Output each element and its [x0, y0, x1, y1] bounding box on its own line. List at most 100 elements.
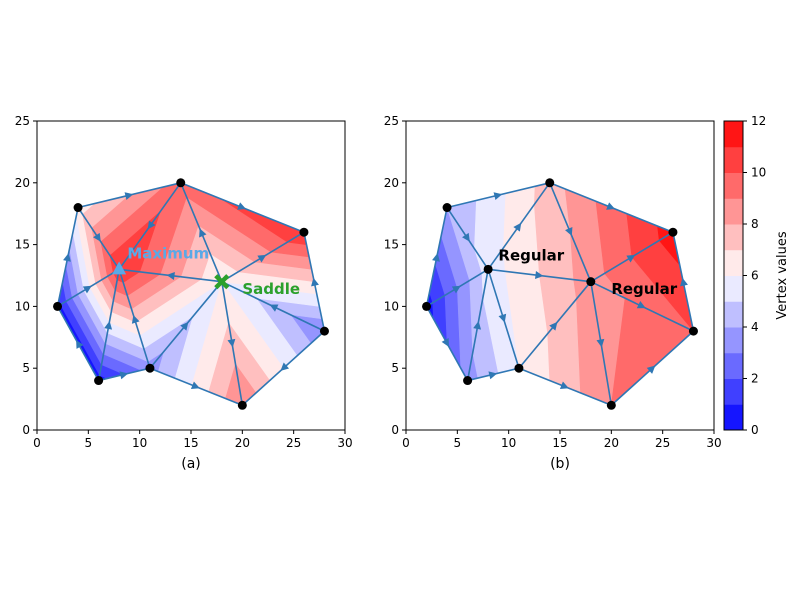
colorbar-tick-label: 2: [751, 372, 759, 386]
colorbar-tick-label: 8: [751, 217, 759, 231]
vertex-point: [545, 178, 555, 188]
panel-a: 0 5 10 15 20 25 30 0 5 10 15 20 25 (a) Maximum Saddle: [15, 114, 353, 472]
edge-arrow: [636, 301, 646, 309]
edge-arrow: [565, 227, 573, 236]
x-tick-label: 10: [132, 436, 147, 450]
vertex-point: [319, 326, 329, 336]
edge-arrow: [119, 371, 129, 380]
colorbar-level: [724, 352, 743, 379]
y-tick-label: 5: [391, 361, 399, 375]
edge-arrow: [626, 254, 636, 263]
edge-arrow: [237, 202, 247, 210]
colorbar-label: Vertex values: [775, 231, 790, 319]
mesh-vertices: [422, 178, 698, 410]
y-tick-label: 0: [22, 423, 30, 437]
edge-arrow: [166, 272, 175, 280]
colorbar-level: [724, 198, 743, 225]
edge-arrow: [190, 381, 200, 389]
edge-arrow: [104, 321, 113, 330]
x-tick-label: 15: [552, 436, 567, 450]
edge-arrow: [462, 232, 470, 242]
x-tick-label: 20: [235, 436, 250, 450]
vertex-point: [688, 326, 698, 336]
edge-arrow: [93, 232, 101, 242]
edge-arrow: [549, 321, 558, 331]
edge-arrow: [147, 220, 156, 230]
edge-arrow: [76, 339, 84, 349]
colorbar-level: [724, 224, 743, 251]
edge-arrow: [311, 277, 319, 287]
mesh-vertices: [53, 178, 329, 410]
contour-fill: [57, 182, 326, 406]
edge-arrow: [606, 202, 616, 210]
y-tick-label: 10: [384, 299, 399, 313]
colorbar-tick-label: 4: [751, 320, 759, 334]
vertex-point: [53, 301, 63, 311]
edge-arrow: [646, 365, 656, 374]
colorbar-level: [724, 378, 743, 405]
vertex-point: [237, 400, 247, 410]
maximum-marker: [112, 261, 127, 275]
vertex-point: [73, 203, 83, 213]
colorbar-level: [724, 404, 743, 431]
x-tick-label: 5: [85, 436, 93, 450]
panel-b: 0 5 10 15 20 25 30 0 5 10 15 20 25 (b) Regular Regular: [384, 114, 722, 472]
saddle-marker: [214, 274, 230, 290]
colorbar-level: [724, 121, 743, 148]
colorbar-tick-label: 10: [751, 166, 766, 180]
colorbar: 0 2 4 6 8 10 12 Vertex values: [723, 114, 790, 437]
y-tick-label: 15: [384, 238, 399, 252]
colorbar-level: [724, 275, 743, 302]
edge-arrow: [280, 362, 290, 371]
edge-arrow: [131, 314, 140, 324]
colorbar-level: [724, 327, 743, 354]
mesh-edges: [425, 182, 695, 407]
x-tick-label: 20: [604, 436, 619, 450]
vertex-point: [483, 264, 493, 274]
contour-fill: [426, 182, 695, 407]
edge-arrow: [451, 285, 461, 294]
annotation-label: Maximum: [127, 244, 209, 262]
colorbar-tick-label: 0: [751, 423, 759, 437]
vertex-point: [514, 363, 524, 373]
vertex-point: [94, 376, 104, 386]
annotation-label: Regular: [498, 247, 564, 265]
x-tick-label: 10: [501, 436, 516, 450]
edge-arrow: [180, 321, 189, 331]
edge-arrow: [473, 321, 482, 330]
edge-arrow: [498, 313, 507, 323]
mesh-edges: [56, 182, 326, 407]
vertex-point: [668, 227, 678, 237]
annotation-label: Saddle: [242, 280, 300, 298]
vertex-point: [176, 178, 186, 188]
x-tick-label: 25: [286, 436, 301, 450]
colorbar-level: [724, 146, 743, 173]
edge-arrow: [63, 253, 71, 262]
edge-arrow: [199, 228, 207, 238]
colorbar-tick-label: 6: [751, 269, 759, 283]
x-tick-label: 0: [402, 436, 410, 450]
x-tick-label: 30: [706, 436, 721, 450]
edge-arrow: [488, 371, 498, 380]
vertex-point: [586, 277, 596, 287]
x-tick-label: 5: [454, 436, 462, 450]
y-tick-label: 25: [15, 114, 30, 128]
x-tick-label: 15: [183, 436, 198, 450]
vertex-point: [299, 227, 309, 237]
edge-arrow: [257, 254, 267, 263]
panel-label: (a): [181, 456, 201, 472]
vertex-point: [145, 363, 155, 373]
y-tick-label: 20: [15, 176, 30, 190]
colorbar-tick-label: 12: [751, 114, 766, 128]
vertex-point: [422, 301, 432, 311]
edge-arrow: [432, 253, 440, 262]
y-tick-label: 0: [391, 423, 399, 437]
y-tick-label: 20: [384, 176, 399, 190]
edge-arrow: [124, 192, 134, 200]
edge-arrow: [441, 338, 450, 347]
edge-arrow: [269, 304, 279, 312]
edge-arrow: [535, 271, 544, 279]
edge-arrow: [513, 222, 522, 232]
edge-arrow: [596, 338, 605, 348]
